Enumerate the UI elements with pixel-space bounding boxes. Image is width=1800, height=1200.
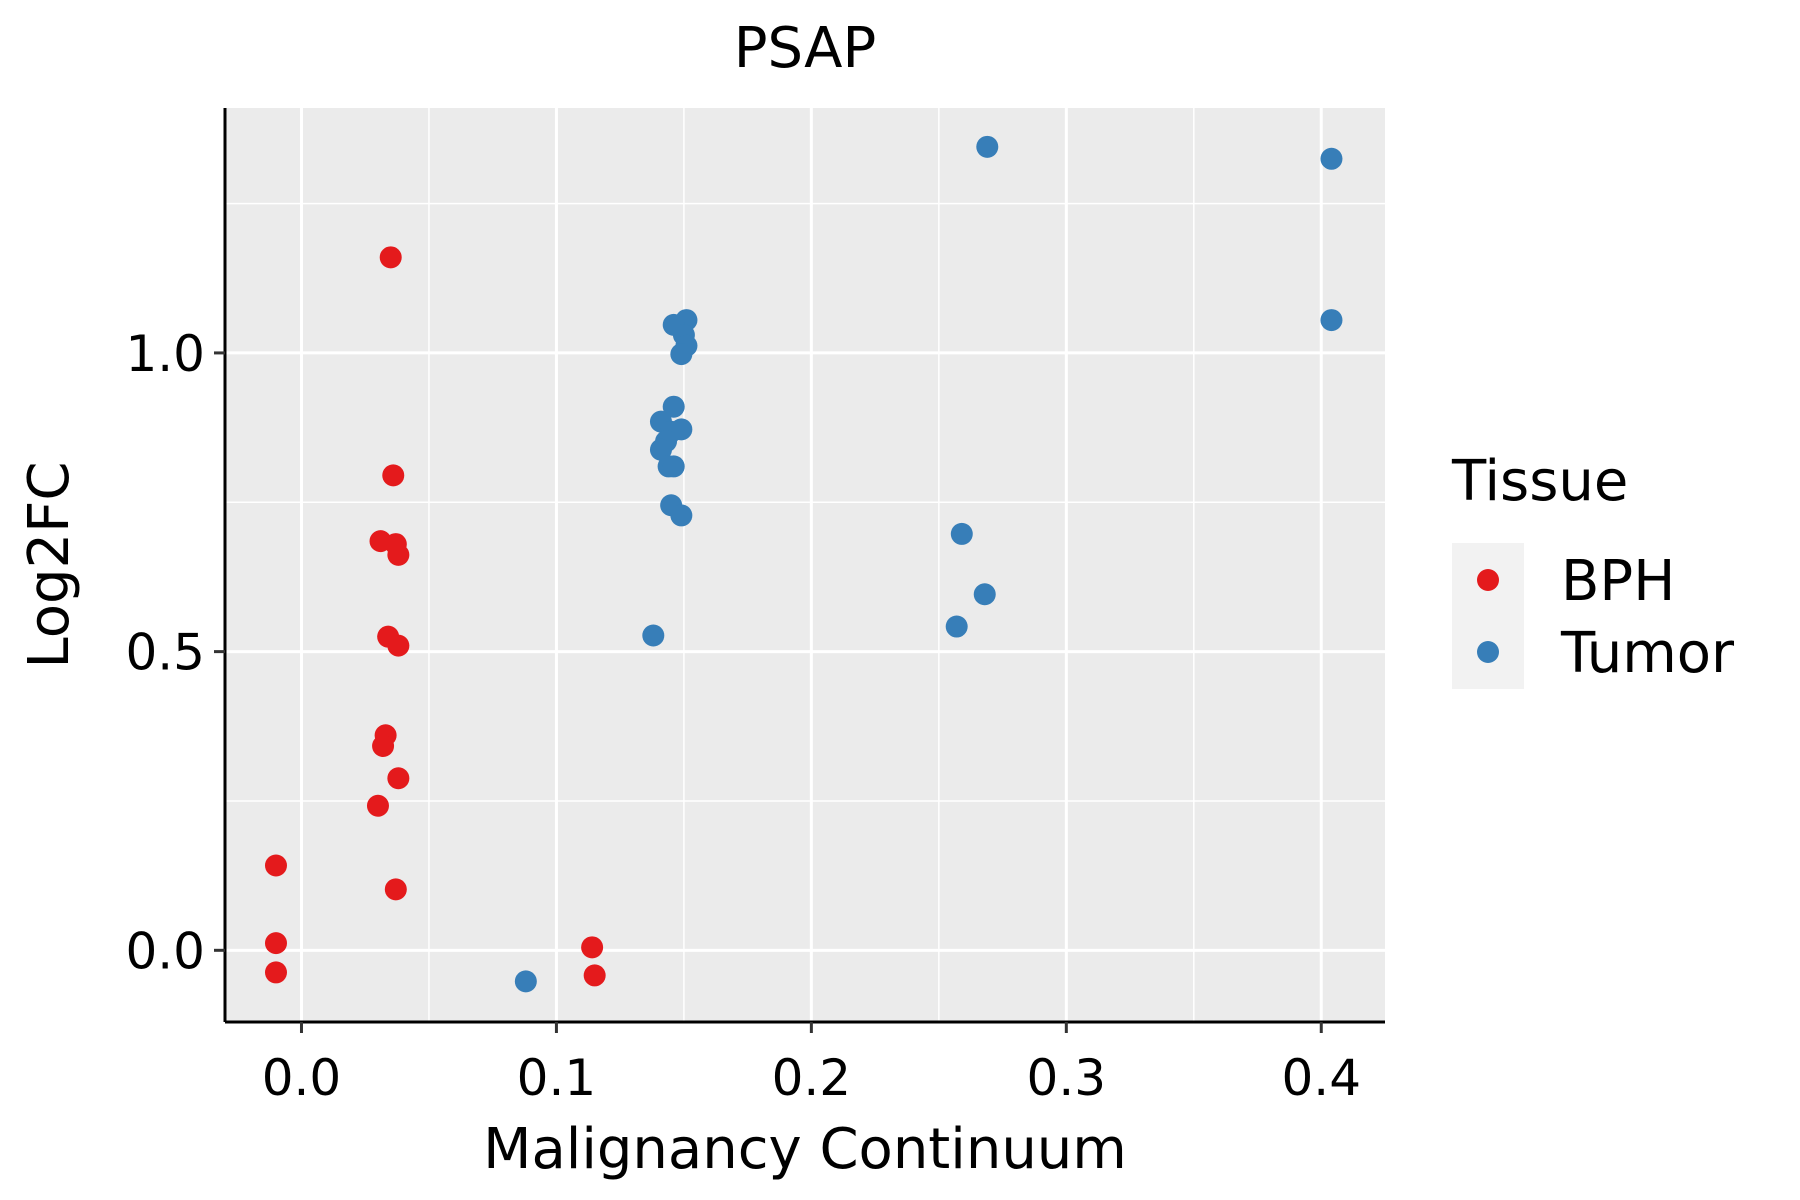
data-point-bph — [382, 464, 405, 487]
data-point-tumor — [670, 343, 693, 366]
legend: Tissue BPH Tumor — [1451, 449, 1735, 689]
grid-major-lines — [225, 108, 1385, 1022]
data-point-bph — [366, 794, 389, 817]
legend-key-bph — [1477, 569, 1499, 591]
data-points — [264, 135, 1343, 993]
x-axis-title: Malignancy Continuum — [483, 1117, 1127, 1182]
data-point-bph — [581, 936, 604, 959]
data-point-tumor — [976, 135, 999, 158]
legend-key-background — [1452, 543, 1524, 689]
data-point-tumor — [642, 624, 665, 647]
legend-title: Tissue — [1451, 449, 1628, 514]
y-axis-ticks: 0.0 0.5 1.0 — [125, 325, 225, 980]
x-tick-label: 0.2 — [772, 1049, 852, 1107]
plot-background — [225, 108, 1385, 1022]
x-tick-label: 0.1 — [517, 1049, 597, 1107]
y-axis-title: Log2FC — [17, 462, 82, 669]
y-tick-label: 1.0 — [125, 325, 205, 383]
data-point-bph — [264, 961, 287, 984]
data-point-bph — [372, 735, 395, 758]
data-point-bph — [264, 854, 287, 877]
data-point-bph — [264, 932, 287, 955]
legend-key-tumor — [1477, 641, 1499, 663]
data-point-tumor — [514, 970, 537, 993]
data-point-bph — [583, 964, 606, 987]
x-axis-ticks: 0.0 0.1 0.2 0.3 0.4 — [262, 1022, 1361, 1107]
y-tick-label: 0.0 — [125, 922, 205, 980]
legend-label-bph: BPH — [1561, 549, 1675, 614]
x-tick-label: 0.4 — [1281, 1049, 1361, 1107]
y-tick-label: 0.5 — [125, 624, 205, 682]
grid-minor-lines — [225, 108, 1385, 1022]
data-point-bph — [387, 543, 410, 566]
x-tick-label: 0.0 — [262, 1049, 342, 1107]
data-point-bph — [387, 634, 410, 657]
legend-label-tumor: Tumor — [1560, 621, 1735, 686]
data-point-tumor — [945, 615, 968, 638]
data-point-tumor — [973, 583, 996, 606]
data-point-tumor — [1320, 309, 1343, 332]
data-point-tumor — [649, 438, 672, 461]
chart-title: PSAP — [734, 16, 876, 81]
data-point-tumor — [950, 522, 973, 545]
x-tick-label: 0.3 — [1027, 1049, 1107, 1107]
legend-entries: BPH Tumor — [1477, 549, 1735, 686]
data-point-bph — [387, 767, 410, 790]
data-point-tumor — [662, 455, 685, 478]
data-point-tumor — [662, 395, 685, 418]
data-point-tumor — [1320, 147, 1343, 170]
data-point-bph — [379, 246, 402, 269]
data-point-tumor — [670, 504, 693, 527]
data-point-bph — [384, 878, 407, 901]
